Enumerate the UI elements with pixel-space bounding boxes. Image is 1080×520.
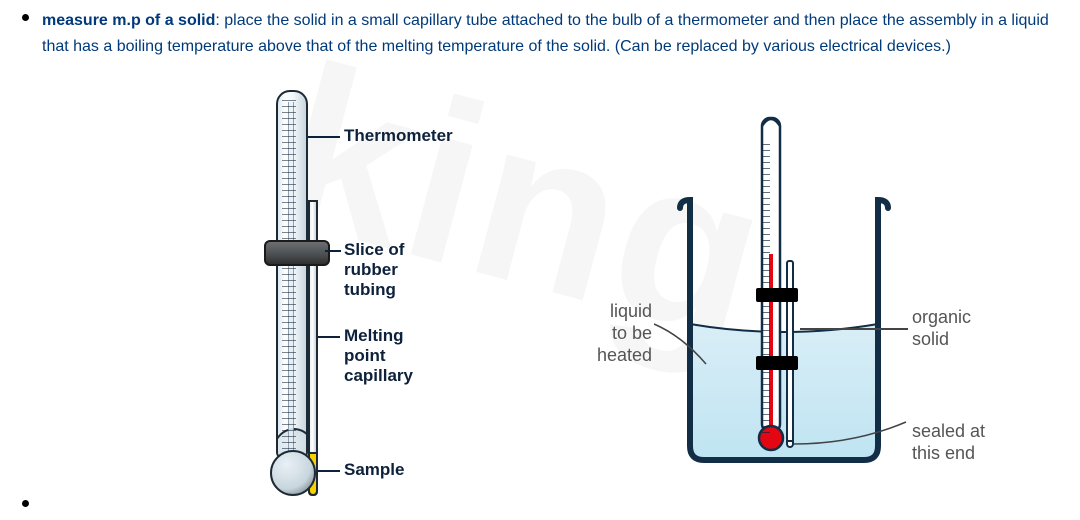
thermometer-bulb [270, 450, 316, 496]
capillary-sealed-end [786, 440, 794, 448]
leader-line [325, 250, 341, 252]
label-capillary: Melting point capillary [344, 326, 413, 386]
intro-text: measure m.p of a solid: place the solid … [42, 8, 1062, 60]
label-liquid: liquid to be heated [568, 300, 652, 366]
rubber-band [756, 288, 798, 302]
intro-title: measure m.p of a solid [42, 12, 215, 29]
label-rubber-tubing: Slice of rubber tubing [344, 240, 404, 300]
rubber-band [756, 356, 798, 370]
label-organic-solid: organic solid [912, 306, 971, 350]
thermometer-ticks [282, 100, 296, 456]
bullet-icon [22, 14, 29, 21]
bullet-icon [22, 500, 29, 507]
rubber-band [264, 240, 330, 266]
leader-line [794, 420, 910, 448]
leader-line [318, 470, 340, 472]
leader-line [318, 336, 340, 338]
leader-line [308, 136, 340, 138]
label-thermometer: Thermometer [344, 126, 453, 146]
figure-area: Thermometer Slice of rubber tubing Melti… [190, 100, 1050, 520]
left-figure: Thermometer Slice of rubber tubing Melti… [190, 100, 550, 500]
page: king measure m.p of a solid: place the s… [0, 0, 1080, 520]
label-sealed-end: sealed at this end [912, 420, 985, 464]
label-sample: Sample [344, 460, 404, 480]
leader-line [800, 328, 908, 330]
leader-line [654, 318, 710, 368]
right-figure: liquid to be heated organic solid sealed… [660, 120, 1080, 520]
